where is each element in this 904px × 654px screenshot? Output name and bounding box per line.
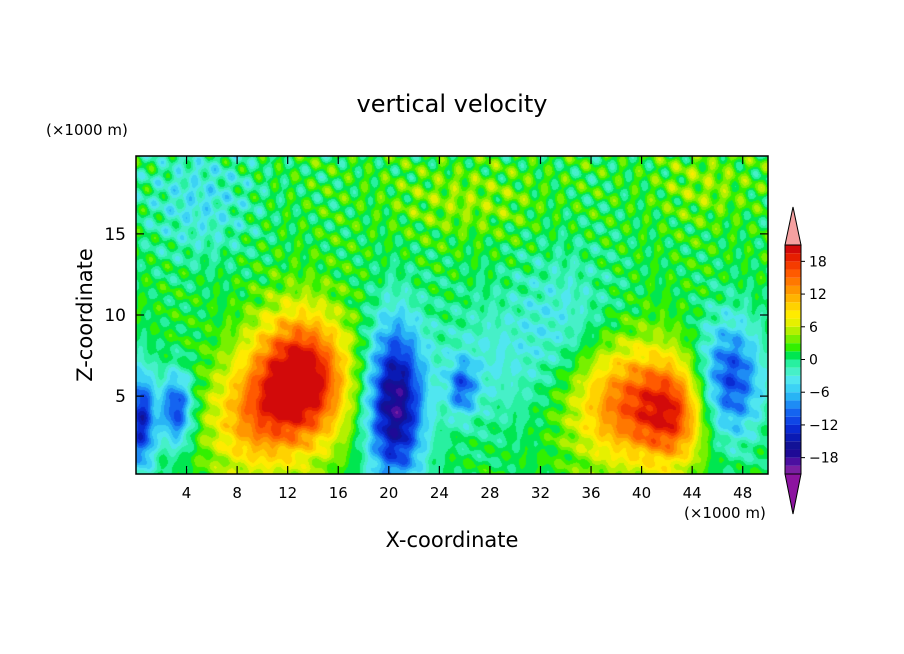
colorbar-swatch bbox=[785, 253, 801, 262]
y-tick-label: 10 bbox=[104, 306, 126, 326]
colorbar-swatch bbox=[785, 351, 801, 360]
y-tick-label: 15 bbox=[104, 225, 126, 245]
colorbar-swatch bbox=[785, 433, 801, 442]
colorbar-swatch bbox=[785, 424, 801, 434]
colorbar-swatch bbox=[785, 326, 801, 335]
colorbar-swatch bbox=[785, 392, 801, 401]
colorbar-swatch bbox=[785, 400, 801, 409]
x-tick-label: 8 bbox=[232, 484, 242, 502]
colorbar-tick-label: 0 bbox=[809, 353, 818, 369]
colorbar-swatch bbox=[785, 408, 801, 417]
colorbar-swatch bbox=[785, 465, 801, 474]
x-tick-label: 36 bbox=[581, 484, 600, 502]
y-tick-label: 5 bbox=[115, 387, 126, 407]
y-axis-ticks: 5 10 15 bbox=[104, 225, 768, 407]
colorbar-tick-label: 18 bbox=[809, 254, 827, 270]
x-tick-label: 28 bbox=[480, 484, 499, 502]
x-tick-label: 24 bbox=[430, 484, 449, 502]
colorbar-tick-label: 12 bbox=[809, 287, 827, 303]
x-tick-label: 20 bbox=[379, 484, 398, 502]
x-tick-label: 16 bbox=[329, 484, 348, 502]
y-axis-label: Z-coordinate bbox=[73, 248, 97, 382]
x-axis-ticks: 4 8 12 16 20 24 28 32 36 40 44 48 bbox=[182, 156, 752, 502]
chart-title: vertical velocity bbox=[357, 90, 548, 118]
x-tick-label: 40 bbox=[632, 484, 651, 502]
x-axis-label: X-coordinate bbox=[386, 528, 519, 552]
colorbar-tick-label: −6 bbox=[809, 385, 830, 401]
colorbar-swatch bbox=[785, 449, 801, 458]
colorbar-swatch bbox=[785, 318, 801, 327]
colorbar-swatch bbox=[785, 359, 801, 368]
x-unit-label: (×1000 m) bbox=[684, 504, 766, 522]
colorbar-swatch bbox=[785, 416, 801, 425]
colorbar-swatch bbox=[785, 441, 801, 450]
colorbar-swatch bbox=[785, 367, 801, 376]
colorbar-tick-label: −12 bbox=[809, 418, 839, 434]
colorbar-swatch bbox=[785, 384, 801, 393]
colorbar-swatch bbox=[785, 294, 801, 303]
x-tick-label: 12 bbox=[278, 484, 297, 502]
colorbar-swatch bbox=[785, 261, 801, 270]
colorbar-swatch bbox=[785, 334, 801, 344]
colorbar-swatch bbox=[785, 375, 801, 385]
colorbar-swatch bbox=[785, 285, 801, 295]
x-tick-label: 44 bbox=[683, 484, 702, 502]
colorbar-swatch bbox=[785, 269, 801, 278]
y-unit-label: (×1000 m) bbox=[46, 121, 128, 139]
colorbar: 18 12 6 0 −6 −12 −18 bbox=[784, 206, 839, 515]
x-tick-label: 48 bbox=[733, 484, 752, 502]
colorbar-swatch bbox=[785, 310, 801, 319]
velocity-field bbox=[136, 156, 768, 474]
plot-area bbox=[136, 156, 768, 474]
x-tick-label: 4 bbox=[182, 484, 192, 502]
colorbar-swatch bbox=[785, 343, 801, 352]
colorbar-tick-label: 6 bbox=[809, 320, 818, 336]
colorbar-swatch bbox=[785, 277, 801, 286]
colorbar-swatch bbox=[785, 457, 801, 466]
colorbar-extend-high bbox=[784, 206, 802, 246]
colorbar-extend-low bbox=[784, 473, 802, 515]
colorbar-swatch bbox=[785, 245, 801, 254]
x-tick-label: 32 bbox=[531, 484, 550, 502]
colorbar-swatch bbox=[785, 302, 801, 311]
colorbar-tick-label: −18 bbox=[809, 451, 839, 467]
